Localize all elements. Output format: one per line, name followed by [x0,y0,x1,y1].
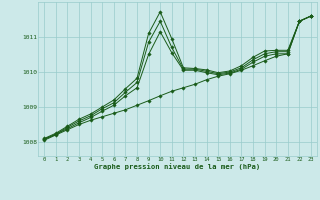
X-axis label: Graphe pression niveau de la mer (hPa): Graphe pression niveau de la mer (hPa) [94,164,261,170]
